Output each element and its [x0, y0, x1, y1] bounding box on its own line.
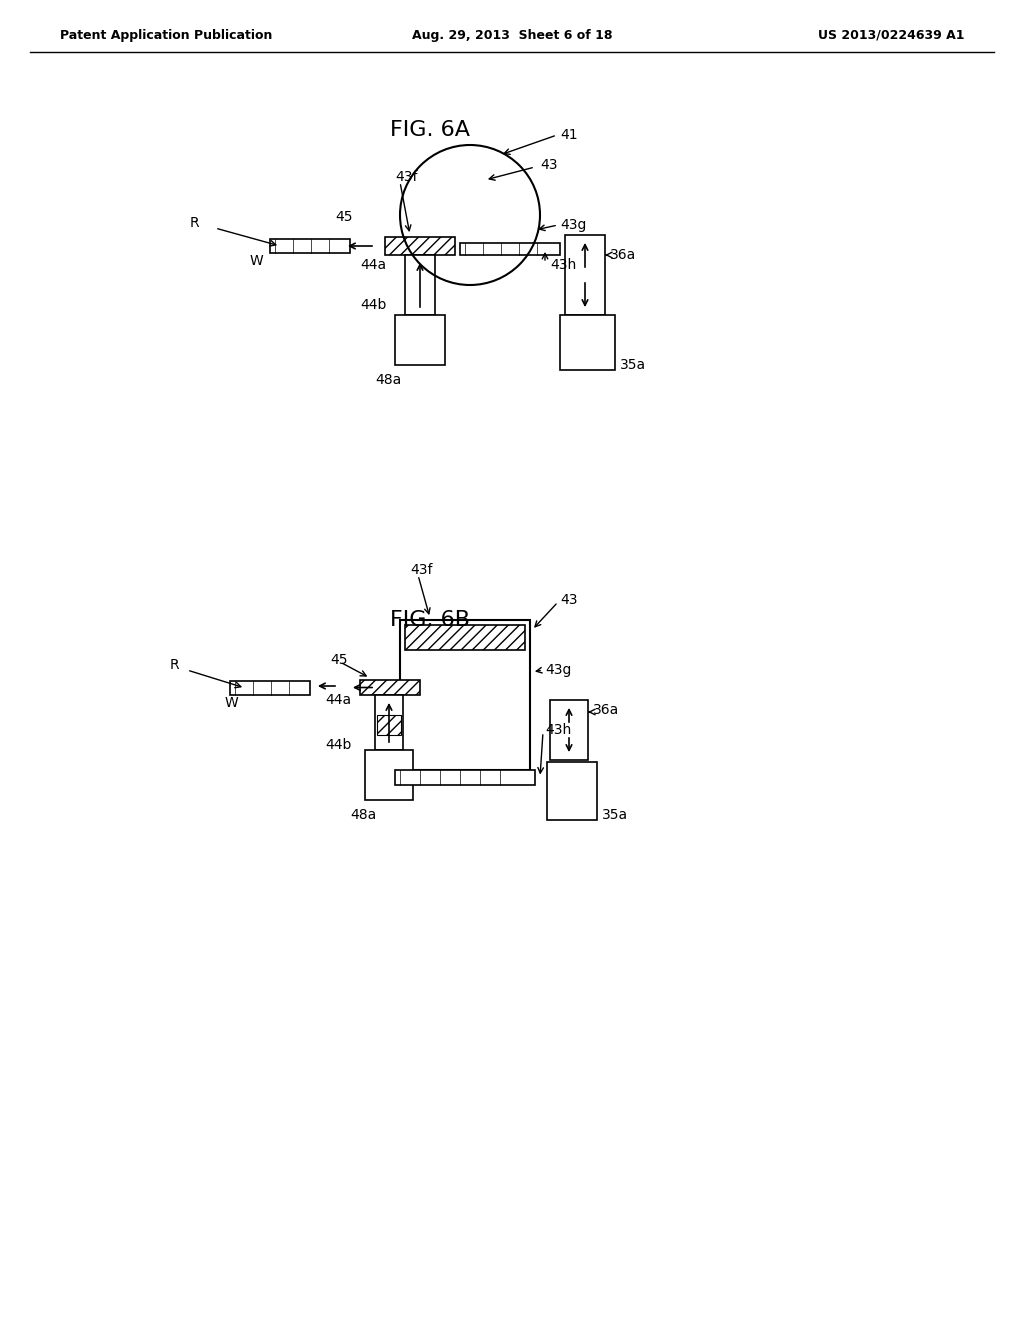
Text: W: W: [250, 253, 264, 268]
Text: R: R: [190, 216, 200, 230]
Text: 43f: 43f: [395, 170, 418, 183]
Bar: [460, 243, 560, 255]
Text: FIG. 6A: FIG. 6A: [390, 120, 470, 140]
Text: W: W: [225, 696, 239, 710]
Bar: [547, 762, 597, 820]
Text: R: R: [170, 657, 179, 672]
Bar: [565, 235, 605, 315]
Bar: [270, 239, 350, 253]
Text: 43: 43: [560, 593, 578, 607]
Text: 48a: 48a: [375, 374, 401, 387]
Bar: [375, 696, 403, 750]
Bar: [377, 715, 401, 735]
Bar: [385, 238, 455, 255]
Bar: [230, 681, 310, 696]
Text: 43f: 43f: [410, 564, 432, 577]
Bar: [365, 750, 413, 800]
Bar: [400, 620, 530, 770]
Bar: [406, 255, 435, 315]
Text: 43g: 43g: [545, 663, 571, 677]
Text: 44a: 44a: [325, 693, 351, 708]
Text: 36a: 36a: [593, 704, 620, 717]
Text: 36a: 36a: [610, 248, 636, 261]
Text: 44b: 44b: [360, 298, 386, 312]
Text: 45: 45: [330, 653, 347, 667]
Text: 35a: 35a: [620, 358, 646, 372]
Bar: [395, 315, 445, 366]
Bar: [406, 624, 525, 649]
Text: 44b: 44b: [325, 738, 351, 752]
Text: Aug. 29, 2013  Sheet 6 of 18: Aug. 29, 2013 Sheet 6 of 18: [412, 29, 612, 41]
Text: FIG. 6B: FIG. 6B: [390, 610, 470, 630]
Bar: [560, 315, 615, 370]
Text: 43h: 43h: [550, 257, 577, 272]
Text: 48a: 48a: [350, 808, 376, 822]
Text: 41: 41: [560, 128, 578, 143]
Text: 43g: 43g: [560, 218, 587, 232]
Text: 35a: 35a: [602, 808, 628, 822]
Text: 43h: 43h: [545, 723, 571, 737]
Text: 44a: 44a: [360, 257, 386, 272]
Text: 43: 43: [540, 158, 557, 172]
Text: Patent Application Publication: Patent Application Publication: [60, 29, 272, 41]
Bar: [360, 680, 420, 696]
Text: 45: 45: [335, 210, 352, 224]
Text: US 2013/0224639 A1: US 2013/0224639 A1: [817, 29, 964, 41]
Bar: [395, 770, 535, 785]
Bar: [550, 700, 588, 760]
